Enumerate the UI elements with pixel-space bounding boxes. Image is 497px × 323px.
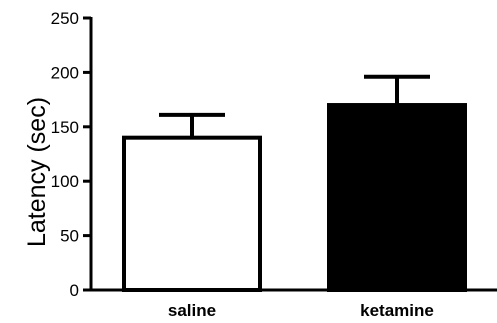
bar-saline <box>122 135 262 292</box>
error-bars-layer <box>159 74 430 138</box>
axes-layer <box>89 17 497 292</box>
x-tick-label-ketamine: ketamine <box>360 301 434 320</box>
y-tick-label-50: 50 <box>60 227 79 246</box>
y-tick-label-100: 100 <box>51 172 79 191</box>
y-axis-title: Latency (sec) <box>23 97 51 247</box>
y-tick-label-200: 200 <box>51 63 79 82</box>
y-tick-label-250: 250 <box>51 9 79 28</box>
bar-ketamine <box>327 103 467 293</box>
x-tick-label-saline: saline <box>168 301 216 320</box>
bars-layer <box>122 103 467 293</box>
x-labels-layer: saline ketamine <box>168 301 434 320</box>
y-ticks-layer: 0 50 100 150 200 250 <box>51 9 91 300</box>
y-tick-label-150: 150 <box>51 118 79 137</box>
y-tick-label-0: 0 <box>70 281 79 300</box>
